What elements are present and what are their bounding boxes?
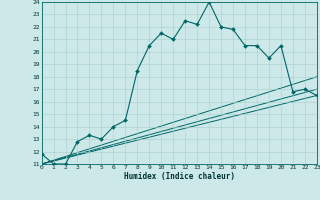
X-axis label: Humidex (Indice chaleur): Humidex (Indice chaleur) [124, 172, 235, 181]
